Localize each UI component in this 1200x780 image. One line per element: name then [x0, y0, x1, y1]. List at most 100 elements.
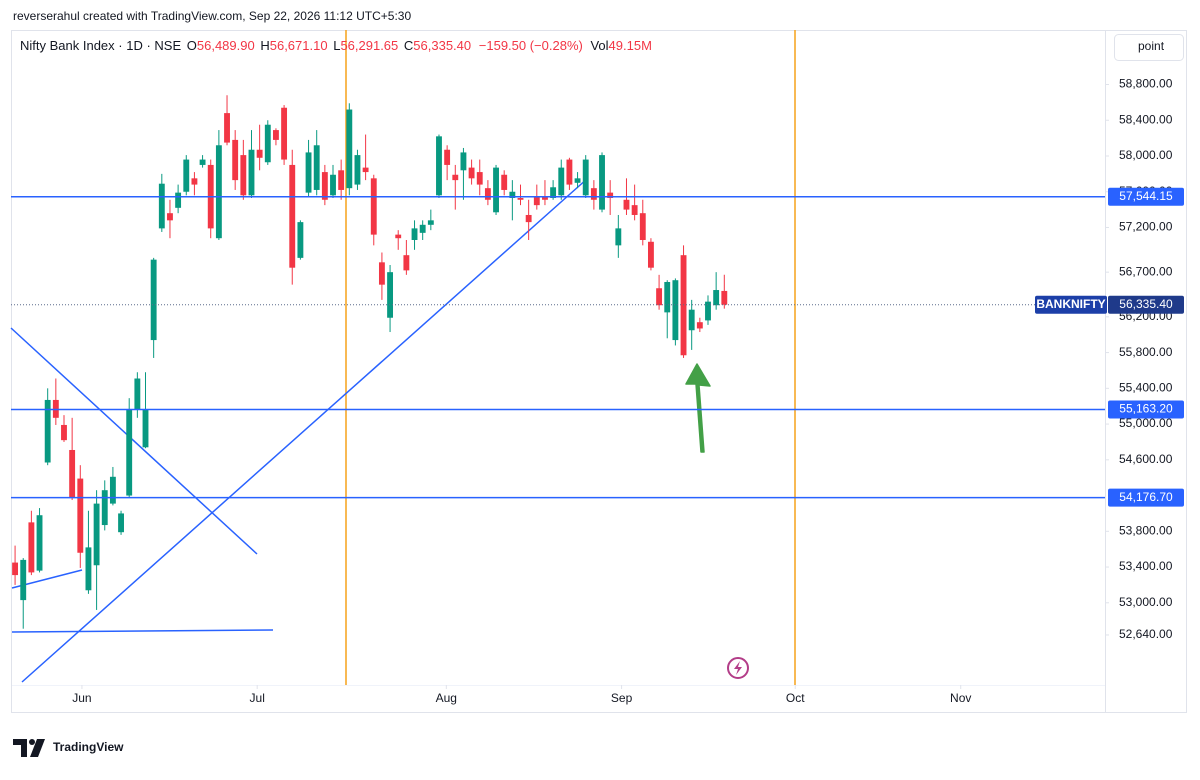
logo-text: TradingView	[53, 740, 124, 754]
candle-body	[721, 290, 728, 305]
button-frame[interactable]	[1114, 34, 1184, 61]
candle-body	[476, 172, 483, 185]
legend-label: Vol	[590, 38, 608, 53]
candle-body	[118, 513, 124, 533]
logo-mark	[13, 739, 27, 757]
candle-body	[582, 159, 589, 196]
candle-body	[525, 214, 532, 223]
candle-body	[305, 152, 312, 193]
candle-body	[330, 174, 336, 196]
y-tick-label: 56,700.00	[1119, 264, 1173, 278]
legend-value: 56,335.40	[413, 38, 471, 53]
arrow	[685, 363, 711, 453]
candle-body	[289, 164, 296, 268]
candle-body	[167, 213, 173, 221]
candle-body	[623, 199, 630, 210]
icon-circle[interactable]	[727, 657, 749, 679]
candle-body	[36, 515, 43, 571]
price-tag-label: 54,176.70	[1119, 490, 1173, 504]
candle-body	[109, 476, 116, 504]
candle-body	[297, 222, 304, 258]
x-tick-label: Nov	[950, 691, 971, 705]
candle-body	[93, 503, 100, 566]
y-tick-label: 55,800.00	[1119, 345, 1173, 359]
candle-body	[558, 167, 565, 196]
candle-body	[574, 178, 581, 183]
x-tick-label: Aug	[436, 691, 457, 705]
candle-body	[664, 281, 671, 313]
candle-body	[688, 309, 695, 331]
candle-body	[566, 159, 573, 185]
candle-body	[264, 124, 271, 163]
candle-body	[158, 183, 165, 229]
price-tag-label: 56,335.40	[1119, 297, 1173, 311]
candle-body	[713, 290, 720, 306]
overlays: 57,544.15 55,163.20 54,176.70 BANKNIFTY 56,3…	[11, 187, 1184, 507]
candle-body	[69, 449, 76, 498]
candle-body	[599, 155, 605, 210]
candle-body	[607, 192, 614, 198]
scale-button[interactable]: point	[1114, 34, 1184, 61]
axes: 58,800.0058,400.0058,000.0057,600.0057,2…	[72, 77, 1172, 705]
candle-body	[533, 197, 540, 206]
candle-body	[150, 259, 157, 341]
candle-body	[240, 155, 247, 196]
price-tag	[1108, 400, 1184, 419]
logo-mark	[30, 739, 45, 757]
candle-body	[403, 255, 410, 271]
candle-body	[395, 234, 402, 239]
lightning-icon[interactable]	[727, 657, 749, 679]
candle-body	[672, 280, 679, 341]
candle-body	[338, 170, 345, 190]
button-label[interactable]: point	[1138, 39, 1165, 53]
candle-body	[20, 559, 27, 601]
y-tick-label: 53,000.00	[1119, 595, 1173, 609]
y-tick-label: 58,800.00	[1119, 77, 1173, 91]
candle-body	[134, 378, 141, 410]
candle-body	[101, 490, 108, 526]
legend-value: 56,671.10	[270, 38, 328, 53]
y-tick-label: 52,640.00	[1119, 627, 1173, 641]
candle-body	[248, 149, 255, 196]
candle-body	[378, 262, 385, 285]
candle-body	[705, 301, 711, 321]
candle-body	[452, 174, 459, 181]
candle-body	[468, 167, 475, 179]
candle-body	[542, 196, 548, 200]
x-tick-label: Jul	[250, 691, 265, 705]
candle-body	[484, 188, 491, 200]
candle-body	[354, 155, 361, 185]
y-tick-label: 57,200.00	[1119, 220, 1173, 234]
symbol-tag-label: BANKNIFTY	[1036, 297, 1105, 311]
candle-body	[191, 178, 198, 185]
candle-body	[517, 197, 524, 200]
candle-body	[370, 178, 377, 235]
candle-body	[321, 172, 328, 200]
legend-change: −159.50 (−0.28%)	[479, 38, 583, 53]
candle-body	[85, 547, 92, 591]
y-tick-label: 58,400.00	[1119, 112, 1173, 126]
candle-body	[444, 149, 451, 165]
y-tick-label: 53,800.00	[1119, 523, 1173, 537]
legend: Nifty Bank Index · 1D · NSE O56,489.90 H…	[20, 38, 652, 53]
candle-body	[61, 424, 67, 441]
price-tag	[1108, 187, 1184, 206]
watermark-header: reverserahul created with TradingView.co…	[13, 9, 411, 23]
candle-body	[142, 409, 149, 448]
candle-body	[281, 107, 288, 160]
price-tag-label: 57,544.15	[1119, 189, 1173, 203]
icon-bolt[interactable]	[734, 661, 742, 675]
candles	[12, 95, 728, 629]
y-tick-label: 54,600.00	[1119, 452, 1173, 466]
candle-body	[215, 145, 222, 239]
legend-value: 56,489.90	[197, 38, 255, 53]
x-tick-label: Oct	[786, 691, 805, 705]
logo-mark	[29, 739, 35, 745]
y-tick-label: 58,000.00	[1119, 148, 1173, 162]
candle-body	[501, 174, 508, 190]
legend-label: H	[260, 38, 269, 53]
y-tick-label: 55,400.00	[1119, 381, 1173, 395]
trend-line	[10, 327, 258, 555]
candle-body	[647, 241, 654, 268]
